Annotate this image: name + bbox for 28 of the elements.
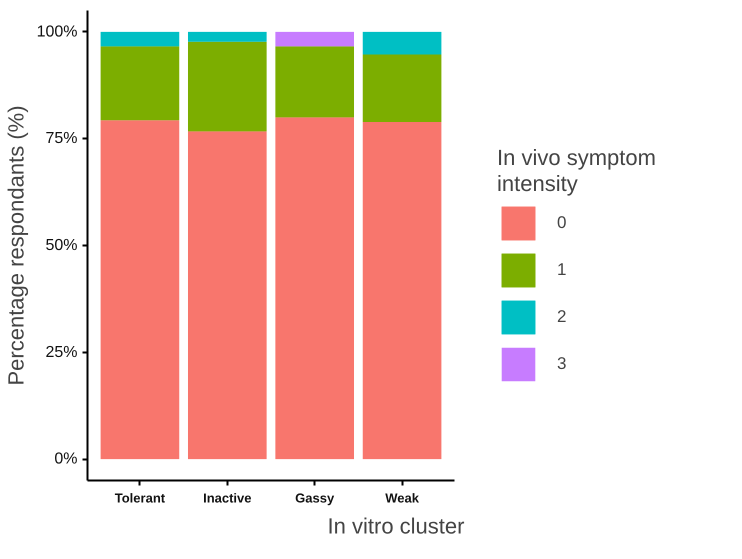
- legend-label: 3: [557, 354, 568, 374]
- x-tick-label: Weak: [385, 490, 420, 506]
- bar: [188, 42, 267, 132]
- x-tick-label: Gassy: [295, 490, 335, 506]
- legend-title: In vivo symptom intensity: [497, 145, 656, 197]
- bar: [362, 54, 442, 122]
- x-tick-label: Tolerant: [114, 490, 166, 506]
- legend-label: 2: [557, 307, 568, 327]
- y-tick-label: 50%: [45, 237, 78, 254]
- bar: [275, 46, 354, 118]
- bar: [362, 122, 442, 460]
- y-axis-title: Percentage respondants (%): [4, 105, 29, 386]
- y-tick-label: 100%: [36, 23, 78, 40]
- y-tick-label: 0%: [54, 450, 78, 468]
- legend-label: 1: [557, 260, 568, 280]
- y-tick-label: 75%: [45, 130, 78, 148]
- bar: [188, 131, 267, 460]
- bar: [100, 120, 180, 460]
- bar: [362, 32, 442, 55]
- bar: [275, 117, 354, 460]
- legend-label: 0: [557, 213, 568, 233]
- bar: [275, 32, 354, 46]
- bar: [100, 32, 180, 46]
- x-tick-label: Inactive: [203, 490, 252, 506]
- bar: [100, 46, 180, 120]
- y-tick-label: 25%: [45, 344, 78, 361]
- x-axis-title: In vitro cluster: [328, 514, 464, 538]
- bar: [188, 32, 267, 42]
